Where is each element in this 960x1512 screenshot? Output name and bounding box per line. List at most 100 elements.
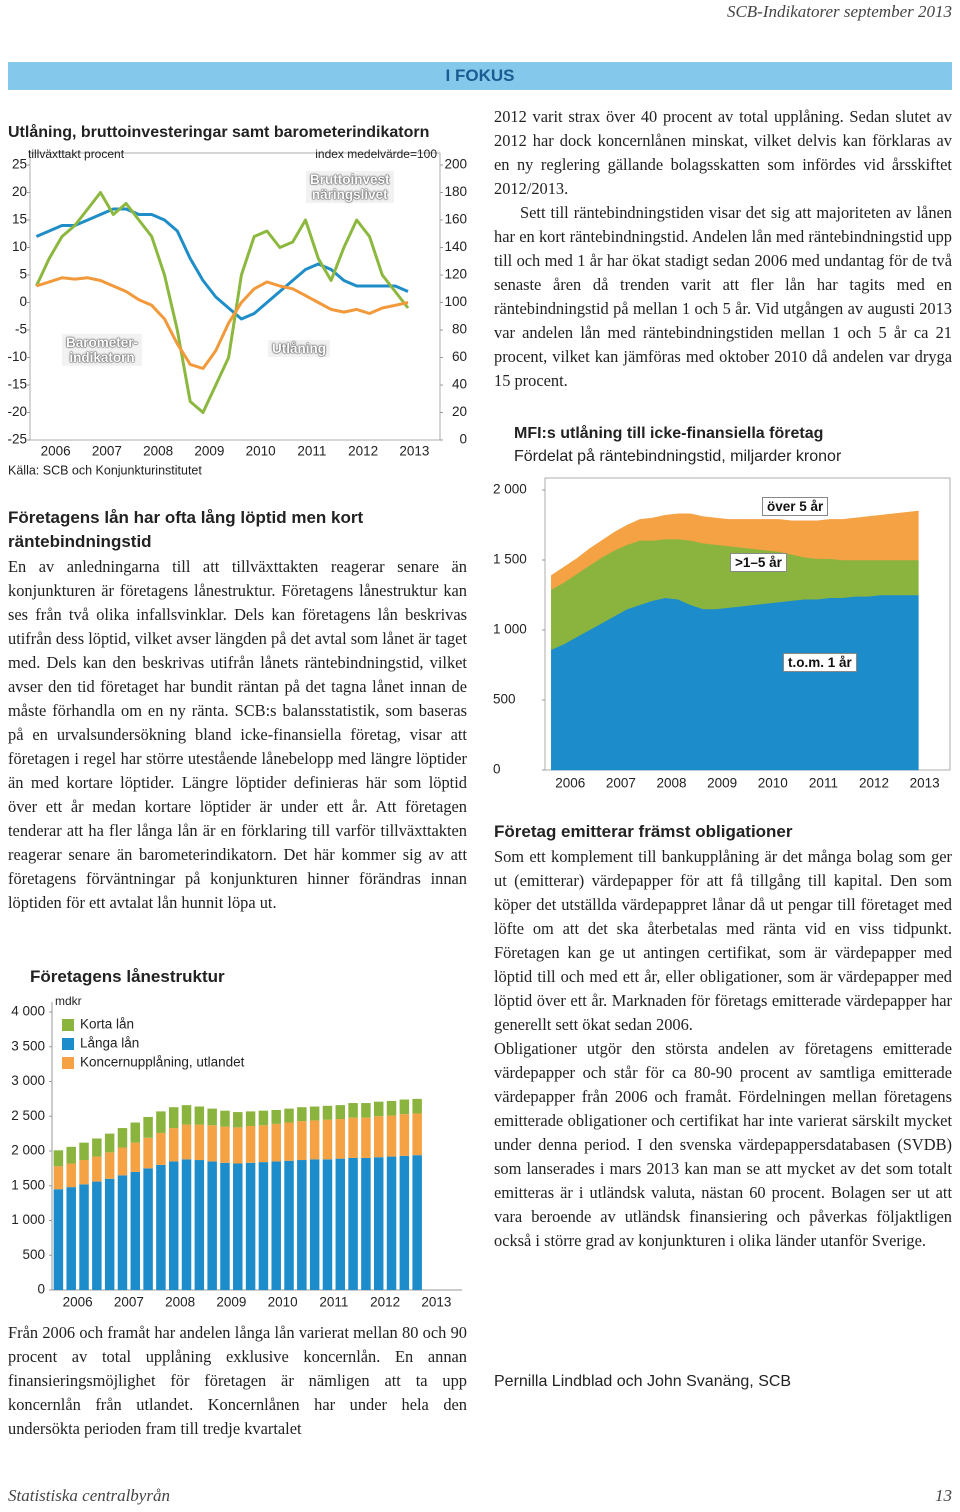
running-header: SCB-Indikatorer september 2013 (726, 2, 952, 21)
y2-axis-label: index medelvärde=100 (315, 147, 437, 161)
series-line (35, 191, 410, 414)
y-tick-label: 1 000 (493, 622, 527, 637)
series-area (551, 510, 919, 590)
series-label: Bruttoinvest näringslivet (306, 171, 394, 203)
x-tick-label: 2008 (143, 444, 173, 459)
bar-segment (233, 1112, 243, 1128)
y-tick-label: 0 (19, 294, 27, 309)
x-tick-label: 2011 (319, 1295, 348, 1310)
x-tick-label: 2011 (297, 444, 326, 459)
series-area (551, 594, 919, 771)
bar-segment (373, 1157, 384, 1290)
legend-label: Koncernupplåning, utlandet (80, 1055, 245, 1070)
y-tick-label: 500 (22, 1247, 45, 1262)
chart: 2 000 1 500 1 000 500 0 2006 2007 2008 2009 2010 2… (493, 477, 951, 791)
y-tick-label: 0 (37, 1282, 45, 1297)
series-line (35, 207, 409, 321)
bar-segment (143, 1168, 153, 1290)
bar-segment (117, 1175, 128, 1290)
bar-segment (156, 1164, 166, 1290)
bar-segment (309, 1120, 320, 1160)
bar-segment (92, 1138, 102, 1157)
y2-tick-label: 120 (444, 267, 467, 282)
x-tick-label: 2008 (657, 776, 687, 791)
paragraph: Sett till räntebindningstiden visar det … (494, 203, 952, 390)
bar-segment (399, 1114, 410, 1156)
bar-segment (130, 1142, 141, 1172)
bar-segment (181, 1105, 192, 1125)
chart-title: MFI:s utlåning till icke-finansiella för… (514, 425, 824, 442)
y2-tick-label: 0 (459, 432, 467, 447)
x-tick-label: 2009 (707, 776, 737, 791)
y-tick-label: -25 (7, 432, 27, 447)
chart-title: Företagens lånestruktur (30, 967, 225, 986)
source: Källa: SCB och Konjunkturinstitutet (8, 463, 202, 477)
paragraph: Obligationer utgör den största andelen a… (494, 1039, 952, 1250)
bar-segment (79, 1142, 89, 1161)
bar-segment (412, 1098, 422, 1114)
y2-tick-label: 80 (452, 322, 467, 337)
legend-swatch (62, 1019, 74, 1031)
y-tick-label: 500 (493, 692, 516, 707)
x-tick-label: 2007 (606, 776, 636, 791)
bar-segment (297, 1160, 307, 1290)
plot-frame (29, 152, 441, 441)
y2-tick-label: 140 (444, 239, 467, 254)
bar-segment (130, 1122, 141, 1143)
chart: 4 000 3 500 3 000 2 500 2 000 1 500 1 000 500 0 2… (11, 994, 462, 1310)
y2-tick-label: 180 (444, 184, 467, 199)
x-tick-label: 2013 (421, 1295, 451, 1310)
bar-segment (399, 1155, 410, 1290)
bar-segment (412, 1155, 422, 1290)
chart-title: Utlåning, bruttoinvesteringar samt barom… (8, 124, 430, 141)
bar-segment (156, 1111, 166, 1133)
bar-segment (168, 1107, 179, 1129)
bar-segment (79, 1184, 89, 1290)
bar-segment (233, 1163, 243, 1290)
series-label: >1–5 år (730, 553, 787, 572)
bar-segment (53, 1189, 64, 1290)
bar-segment (258, 1162, 269, 1290)
y2-tick-label: 40 (452, 377, 467, 392)
bar-segment (361, 1157, 371, 1290)
bar-segment (322, 1119, 333, 1160)
bar-segment (258, 1125, 269, 1163)
bar-segment (143, 1137, 153, 1169)
series-label: över 5 år (762, 497, 829, 516)
bar-segment (335, 1158, 346, 1290)
bar-segment (361, 1117, 371, 1158)
banner: I FOKUS (8, 62, 952, 90)
bar-segment (348, 1157, 358, 1290)
series-label: Utlåning (268, 340, 330, 357)
x-tick-label: 2006 (63, 1295, 93, 1310)
y-tick-label: 2 000 (11, 1143, 45, 1158)
legend-label: Korta lån (80, 1017, 134, 1032)
chart: 2520151050-5-10-15-20-252001801601401201… (7, 147, 467, 477)
y-tick-label: 2 000 (493, 482, 527, 497)
bar-segment (104, 1133, 115, 1153)
y-axis-label: tillväxttakt procent (28, 147, 125, 161)
y-tick-label: 25 (12, 157, 27, 172)
bar-segment (194, 1160, 205, 1290)
x-tick-label: 2012 (859, 776, 889, 791)
bar-segment (386, 1115, 397, 1157)
bar-segment (322, 1159, 333, 1290)
body-text: En av anledningarna till att tillväxttak… (8, 557, 467, 912)
bar-segment (412, 1113, 422, 1156)
section-heading: Företagens lån har ofta lång löptid men … (8, 508, 364, 551)
bar-segment (92, 1181, 102, 1290)
legend-swatch (62, 1038, 74, 1050)
bar-segment (309, 1159, 320, 1290)
x-tick-label: 2013 (910, 776, 940, 791)
bar-segment (220, 1126, 230, 1163)
bar-segment (361, 1103, 371, 1118)
y2-tick-label: 20 (452, 404, 467, 419)
bar-segment (194, 1106, 205, 1125)
bar-segment (181, 1159, 192, 1290)
bar-segment (386, 1100, 397, 1116)
y-tick-label: -20 (7, 404, 27, 419)
x-tick-label: 2012 (370, 1295, 400, 1310)
x-tick-label: 2006 (555, 776, 585, 791)
x-tick-label: 2010 (758, 776, 788, 791)
